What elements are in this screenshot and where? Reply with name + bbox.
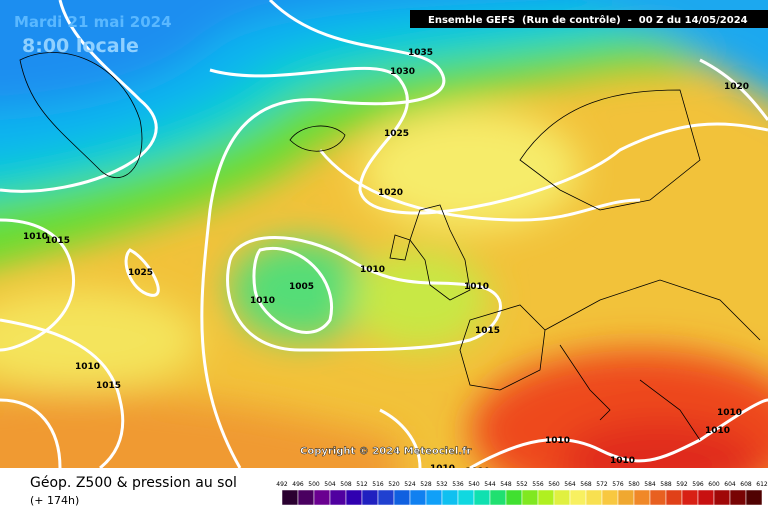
scale-label: 496: [292, 481, 304, 488]
isobar-label: 1010: [717, 408, 742, 418]
isobar-label: 1005: [289, 282, 314, 292]
scale-swatch: [665, 489, 683, 506]
isobar-label: 1035: [408, 48, 433, 58]
isobar-label: 1010: [545, 436, 570, 446]
scale-label: 520: [388, 481, 400, 488]
scale-label: 492: [276, 481, 288, 488]
scale-swatch: [361, 489, 379, 506]
scale-swatch: [601, 489, 619, 506]
scale-label: 544: [484, 481, 496, 488]
scale-swatch: [313, 489, 331, 506]
scale-swatch: [329, 489, 347, 506]
scale-label: 580: [628, 481, 640, 488]
scale-swatch: [649, 489, 667, 506]
scale-swatch: [345, 489, 363, 506]
scale-swatch: [409, 489, 427, 506]
scale-label: 512: [356, 481, 368, 488]
scale-swatch: [489, 489, 507, 506]
footer-subtitle: (+ 174h): [30, 494, 79, 507]
scale-label: 600: [708, 481, 720, 488]
scale-label: 552: [516, 481, 528, 488]
isobar-label: 1010: [464, 282, 489, 292]
scale-swatch: [377, 489, 395, 506]
isobar-label: 1010: [430, 464, 455, 474]
copyright: Copyright © 2024 Meteociel.fr: [300, 446, 471, 457]
scale-swatch: [713, 489, 731, 506]
isobar-label: 1030: [390, 67, 415, 77]
run-info: Ensemble GEFS (Run de contrôle) - 00 Z d…: [428, 14, 748, 26]
footer-title: Géop. Z500 & pression au sol: [30, 475, 237, 491]
isobar-label: 1010: [360, 265, 385, 275]
scale-label: 596: [692, 481, 704, 488]
scale-swatch: [505, 489, 523, 506]
scale-swatch: [393, 489, 411, 506]
isobar-label: 1010: [23, 232, 48, 242]
isobar-label: 1020: [724, 82, 749, 92]
scale-label: 564: [564, 481, 576, 488]
scale-swatch: [473, 489, 491, 506]
scale-label: 548: [500, 481, 512, 488]
isobar-label: 1010: [705, 426, 730, 436]
date: Mardi 21 mai 2024: [14, 13, 172, 31]
isobar-label: 1010: [465, 467, 490, 477]
scale-swatch: [297, 489, 315, 506]
scale-swatch: [633, 489, 651, 506]
scale-swatch: [441, 489, 459, 506]
run-box: [410, 10, 768, 28]
isobar-label: 1015: [475, 326, 500, 336]
scale-label: 588: [660, 481, 672, 488]
scale-label: 508: [340, 481, 352, 488]
scale-swatch: [585, 489, 603, 506]
coastlines: [19, 52, 761, 441]
scale-label: 592: [676, 481, 688, 488]
scale-label: 576: [612, 481, 624, 488]
scale-swatch: [617, 489, 635, 506]
scale-label: 584: [644, 481, 656, 488]
isobar-label: 1015: [96, 381, 121, 391]
scale-label: 560: [548, 481, 560, 488]
scale-label: 540: [468, 481, 480, 488]
scale-swatch: [569, 489, 587, 506]
isobar-label: 1025: [384, 129, 409, 139]
scale-label: 612: [756, 481, 768, 488]
scale-swatch: [697, 489, 715, 506]
scale-label: 568: [580, 481, 592, 488]
scale-swatch: [521, 489, 539, 506]
scale-label: 604: [724, 481, 736, 488]
isobars: [0, 0, 768, 468]
scale-swatch: [457, 489, 475, 506]
isobar-label: 1010: [250, 296, 275, 306]
scale-swatch: [537, 489, 555, 506]
isobar-label: 1025: [128, 268, 153, 278]
scale-label: 556: [532, 481, 544, 488]
scale-label: 504: [324, 481, 336, 488]
scale-swatch: [425, 489, 443, 506]
scale-swatch: [729, 489, 747, 506]
scale-label: 524: [404, 481, 416, 488]
isobar-label: 1010: [75, 362, 100, 372]
scale-label: 572: [596, 481, 608, 488]
scale-label: 528: [420, 481, 432, 488]
scale-swatch: [681, 489, 699, 506]
scale-swatch: [281, 489, 299, 506]
isobar-label: 1010: [610, 456, 635, 466]
local-time: 8:00 locale: [22, 35, 139, 57]
scale-swatch: [745, 489, 763, 506]
isobar-label: 1020: [378, 188, 403, 198]
scale-label: 500: [308, 481, 320, 488]
scale-label: 516: [372, 481, 384, 488]
scale-label: 536: [452, 481, 464, 488]
scale-label: 532: [436, 481, 448, 488]
isobar-label: 1015: [45, 236, 70, 246]
scale-swatch: [553, 489, 571, 506]
scale-label: 608: [740, 481, 752, 488]
